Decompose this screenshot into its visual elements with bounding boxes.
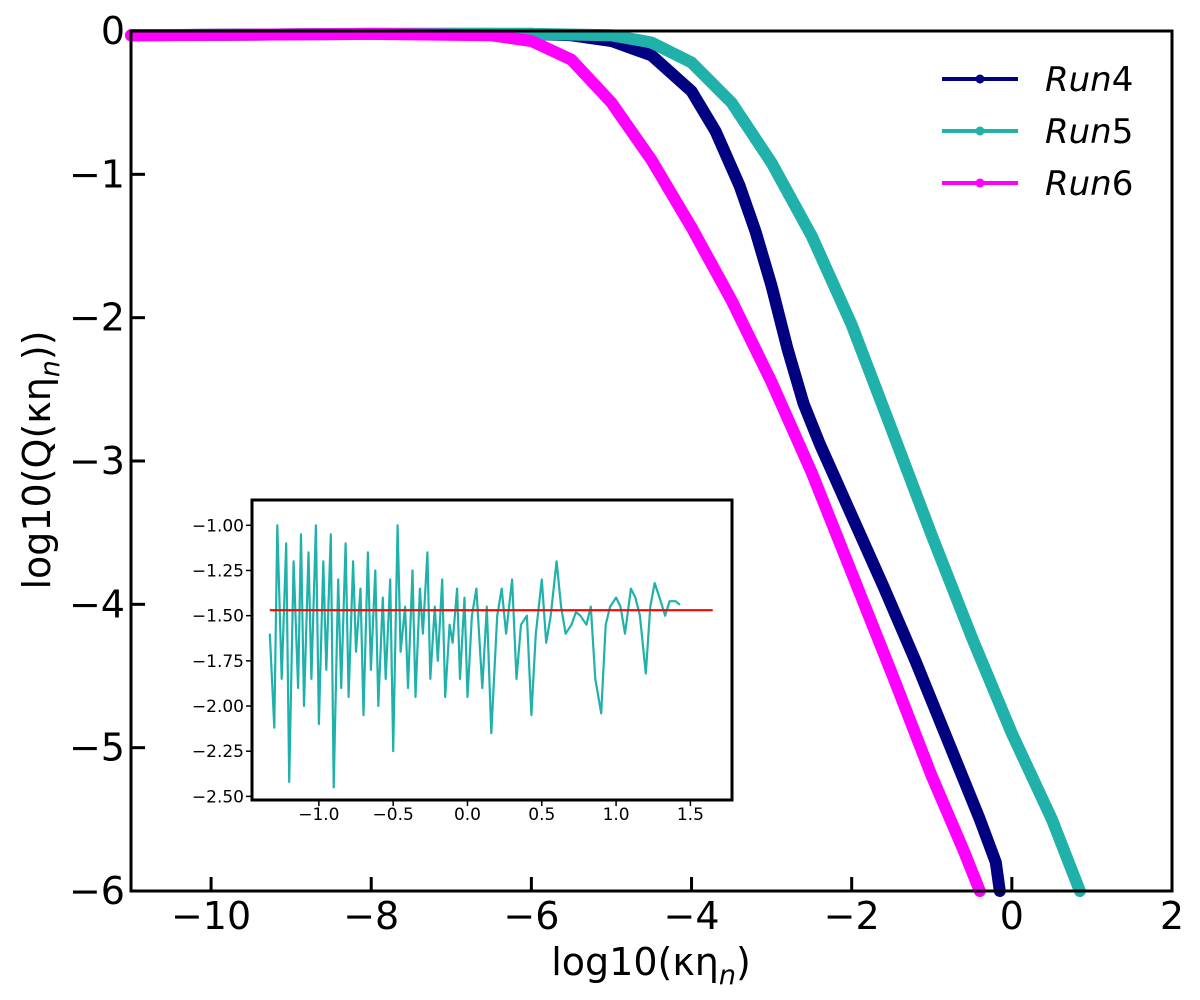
inset-series-line-slope (268, 524, 681, 789)
x-tick-label: −8 (343, 894, 399, 938)
y-tick-label: −4 (69, 582, 125, 626)
inset-x-tick-label: 1.5 (677, 805, 704, 825)
x-tick-label: 0 (1000, 894, 1024, 938)
inset-y-tick-label: −2.50 (192, 787, 244, 807)
y-axis-label-close: )) (15, 330, 59, 360)
legend: Run4 Run5 Run6 (942, 60, 1133, 204)
x-axis-label-close: ) (736, 940, 751, 984)
x-axis-label: log10(κηn) (551, 940, 751, 991)
y-tick-label: −3 (69, 439, 125, 483)
y-tick-label: −6 (69, 869, 125, 913)
inset-x-tick-label: −1.0 (298, 805, 339, 825)
legend-marker-run4 (975, 74, 985, 84)
inset-y-tick-label: −1.00 (192, 516, 244, 536)
inset-y-tick-label: −1.50 (192, 607, 244, 627)
inset-chart: −1.0 −0.5 0.0 0.5 1.0 1.5 −1.00 −1.25 −1.50 −1.75… (192, 498, 734, 825)
main-axis-ticks: −10 −8 −6 −4 −2 0 2 0 −1 −2 −3 −4 −5 −6 (69, 9, 1184, 938)
x-tick-label: −10 (171, 894, 251, 938)
inset-plot-frame (250, 498, 734, 802)
main-series-layer (125, 27, 1086, 897)
legend-marker-run6 (975, 178, 985, 188)
series-line-run6 (125, 27, 986, 897)
inset-x-tick-label: 0.0 (454, 805, 481, 825)
x-tick-label: −4 (664, 894, 720, 938)
inset-y-tick-label: −2.25 (192, 742, 244, 762)
x-tick-label: −6 (503, 894, 559, 938)
inset-y-tick-label: −2.00 (192, 697, 244, 717)
x-axis-label-main: log10(κη (551, 940, 719, 984)
x-tick-label: 2 (1160, 894, 1184, 938)
y-tick-label: −1 (69, 152, 125, 196)
y-tick-label: −2 (69, 296, 125, 340)
inset-series-layer (268, 524, 713, 789)
x-axis-label-subscript: n (719, 960, 736, 991)
legend-marker-run5 (975, 126, 985, 136)
inset-x-tick-label: 1.0 (603, 805, 630, 825)
inset-y-tick-label: −1.25 (192, 561, 244, 581)
legend-label-run4: Run4 (1045, 60, 1133, 100)
inset-x-tick-label: 0.5 (528, 805, 555, 825)
y-tick-label: 0 (101, 9, 125, 53)
series-line-run5 (125, 27, 1086, 897)
y-axis-label-main: log10(Q(κη (15, 377, 59, 589)
inset-axis-ticks: −1.0 −0.5 0.0 0.5 1.0 1.5 −1.00 −1.25 −1.50 −1.75… (192, 516, 704, 825)
y-axis-label-subscript: n (35, 360, 66, 377)
legend-label-run6: Run6 (1045, 164, 1133, 204)
x-tick-label: −2 (824, 894, 880, 938)
inset-x-tick-label: −0.5 (373, 805, 414, 825)
y-axis-label: log10(Q(κηn)) (15, 330, 66, 589)
legend-label-run5: Run5 (1045, 112, 1133, 152)
inset-y-tick-label: −1.75 (192, 652, 244, 672)
y-tick-label: −5 (69, 726, 125, 770)
inset-background (252, 500, 732, 800)
